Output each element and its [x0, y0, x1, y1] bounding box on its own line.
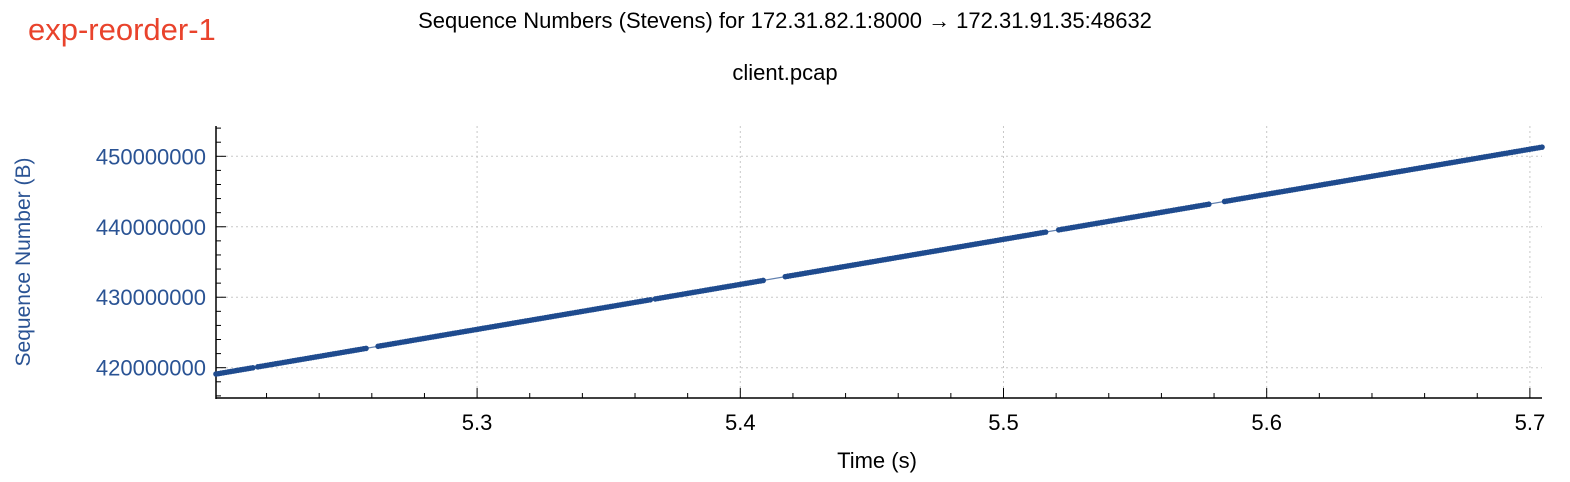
x-tick-label: 5.3 [462, 410, 493, 435]
data-point [1205, 201, 1212, 208]
data-point [363, 345, 369, 352]
y-tick-label: 420000000 [96, 356, 206, 381]
y-axis-label: Sequence Number (B) [12, 158, 35, 367]
data-point [1539, 144, 1545, 150]
data-point [1042, 229, 1049, 235]
chart-title: Sequence Numbers (Stevens) for 172.31.82… [418, 8, 1152, 33]
y-tick-label: 450000000 [96, 144, 206, 169]
grid [216, 126, 1542, 398]
x-tick-label: 5.5 [988, 410, 1019, 435]
data-point [760, 277, 766, 284]
x-tick-label: 5.7 [1515, 410, 1546, 435]
data-point [647, 296, 654, 303]
data-point [250, 364, 256, 371]
data-marks [213, 144, 1545, 377]
x-tick-label: 5.4 [725, 410, 756, 435]
y-tick-label: 430000000 [96, 285, 206, 310]
experiment-label: exp-reorder-1 [28, 12, 216, 47]
x-tick-label: 5.6 [1251, 410, 1282, 435]
y-tick-label: 440000000 [96, 215, 206, 240]
x-axis-label: Time (s) [837, 448, 917, 473]
chart-subtitle: client.pcap [732, 60, 838, 85]
axes: 5.3 5.4 5.5 5.6 5.7 420000000 430000000 4400000… [96, 126, 1545, 435]
